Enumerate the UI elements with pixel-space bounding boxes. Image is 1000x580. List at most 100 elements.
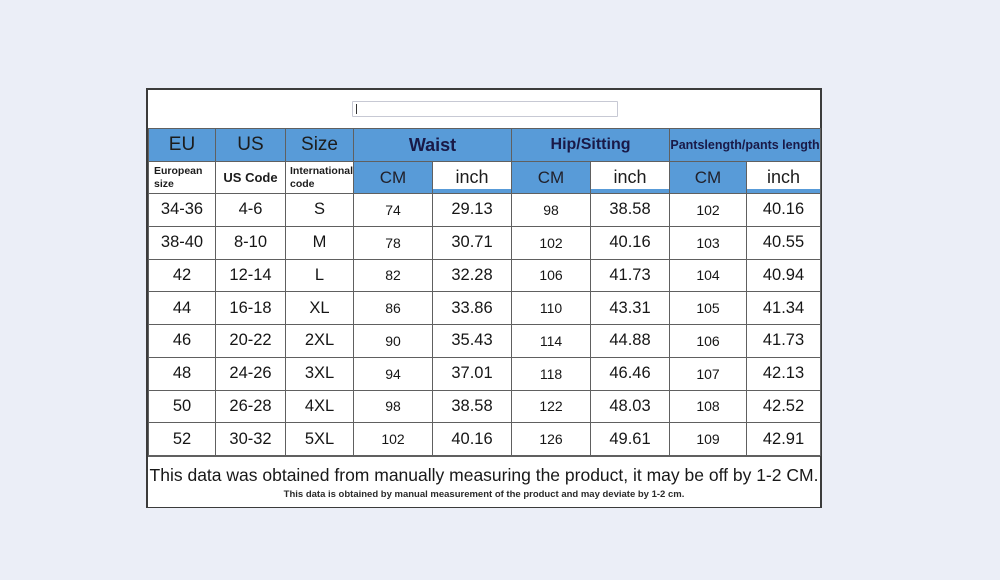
table-cell: 42 bbox=[148, 258, 216, 293]
table-cell: 44.88 bbox=[589, 324, 671, 358]
size-table: EU US Size Waist Hip/Sitting Pantslength… bbox=[148, 128, 822, 456]
subheader-hip-inch: inch bbox=[589, 161, 671, 194]
table-cell: 20-22 bbox=[215, 324, 286, 358]
table-cell: 109 bbox=[669, 422, 748, 456]
table-cell: 42.13 bbox=[746, 356, 822, 391]
subheader-row: European size US Code International code… bbox=[148, 161, 822, 194]
header-hip-sitting: Hip/Sitting bbox=[510, 128, 671, 162]
header-group-row: EU US Size Waist Hip/Sitting Pantslength… bbox=[148, 128, 822, 162]
top-band bbox=[148, 90, 820, 128]
size-chart-sheet: EU US Size Waist Hip/Sitting Pantslength… bbox=[146, 88, 822, 508]
table-cell: 110 bbox=[511, 291, 591, 325]
table-cell: 94 bbox=[353, 356, 433, 391]
table-cell: 86 bbox=[353, 291, 433, 325]
table-cell: 42.52 bbox=[746, 389, 822, 424]
table-cell: 78 bbox=[353, 225, 433, 260]
subheader-european-size: European size bbox=[148, 161, 216, 194]
table-cell: 33.86 bbox=[432, 291, 512, 325]
table-row: 52 30-32 5XL 102 40.16 126 49.61 109 42.91 bbox=[148, 422, 822, 456]
table-row: 34-36 4-6 S 74 29.13 98 38.58 102 40.16 bbox=[148, 193, 822, 227]
table-row: 42 12-14 L 82 32.28 106 41.73 104 40.94 bbox=[148, 258, 822, 293]
table-cell: 41.73 bbox=[589, 258, 671, 293]
table-cell: M bbox=[285, 225, 354, 260]
table-cell: L bbox=[285, 258, 354, 293]
table-cell: 4-6 bbox=[215, 193, 286, 227]
table-cell: 40.16 bbox=[589, 225, 671, 260]
table-cell: 16-18 bbox=[215, 291, 286, 325]
table-row: 44 16-18 XL 86 33.86 110 43.31 105 41.34 bbox=[148, 291, 822, 325]
table-cell: 50 bbox=[148, 389, 216, 424]
size-table-body: 34-36 4-6 S 74 29.13 98 38.58 102 40.16 38-40 8-10… bbox=[148, 193, 822, 456]
table-cell: XL bbox=[285, 291, 354, 325]
table-cell: 38.58 bbox=[589, 193, 671, 227]
table-row: 48 24-26 3XL 94 37.01 118 46.46 107 42.13 bbox=[148, 356, 822, 391]
header-size: Size bbox=[285, 128, 354, 162]
footnote-area: This data was obtained from manually mea… bbox=[148, 456, 820, 507]
table-cell: 44 bbox=[148, 291, 216, 325]
table-cell: 4XL bbox=[285, 389, 354, 424]
table-cell: 3XL bbox=[285, 356, 354, 391]
table-cell: 122 bbox=[511, 389, 591, 424]
table-cell: 52 bbox=[148, 422, 216, 456]
table-cell: 34-36 bbox=[148, 193, 216, 227]
table-cell: 8-10 bbox=[215, 225, 286, 260]
table-cell: 105 bbox=[669, 291, 748, 325]
table-cell: 30.71 bbox=[432, 225, 512, 260]
table-cell: 106 bbox=[669, 324, 748, 358]
header-pants-length: Pantslength/pants length bbox=[669, 128, 822, 162]
table-cell: 42.91 bbox=[746, 422, 822, 456]
subheader-us-code: US Code bbox=[215, 161, 286, 194]
table-cell: 90 bbox=[353, 324, 433, 358]
table-cell: 26-28 bbox=[215, 389, 286, 424]
table-cell: 46 bbox=[148, 324, 216, 358]
subheader-pants-inch: inch bbox=[746, 161, 822, 194]
table-cell: 103 bbox=[669, 225, 748, 260]
subheader-waist-cm: CM bbox=[353, 161, 433, 194]
table-cell: S bbox=[285, 193, 354, 227]
table-cell: 106 bbox=[511, 258, 591, 293]
header-eu: EU bbox=[148, 128, 216, 162]
table-cell: 82 bbox=[353, 258, 433, 293]
header-us: US bbox=[215, 128, 286, 162]
table-cell: 40.94 bbox=[746, 258, 822, 293]
table-cell: 48 bbox=[148, 356, 216, 391]
table-cell: 40.16 bbox=[746, 193, 822, 227]
footnote-secondary: This data is obtained by manual measurem… bbox=[283, 488, 685, 500]
subheader-waist-inch: inch bbox=[432, 161, 512, 194]
caption-input[interactable] bbox=[352, 101, 618, 117]
table-row: 46 20-22 2XL 90 35.43 114 44.88 106 41.73 bbox=[148, 324, 822, 358]
table-cell: 126 bbox=[511, 422, 591, 456]
table-cell: 43.31 bbox=[589, 291, 671, 325]
table-cell: 114 bbox=[511, 324, 591, 358]
subheader-international-code: International code bbox=[285, 161, 354, 194]
table-cell: 38-40 bbox=[148, 225, 216, 260]
table-cell: 30-32 bbox=[215, 422, 286, 456]
table-row: 50 26-28 4XL 98 38.58 122 48.03 108 42.52 bbox=[148, 389, 822, 424]
table-cell: 102 bbox=[511, 225, 591, 260]
table-cell: 29.13 bbox=[432, 193, 512, 227]
table-cell: 49.61 bbox=[589, 422, 671, 456]
table-cell: 40.16 bbox=[432, 422, 512, 456]
table-cell: 41.73 bbox=[746, 324, 822, 358]
subheader-pants-cm: CM bbox=[669, 161, 748, 194]
table-cell: 102 bbox=[353, 422, 433, 456]
subheader-hip-cm: CM bbox=[511, 161, 591, 194]
table-cell: 108 bbox=[669, 389, 748, 424]
table-cell: 104 bbox=[669, 258, 748, 293]
table-cell: 98 bbox=[353, 389, 433, 424]
table-cell: 118 bbox=[511, 356, 591, 391]
table-cell: 38.58 bbox=[432, 389, 512, 424]
table-cell: 32.28 bbox=[432, 258, 512, 293]
table-cell: 2XL bbox=[285, 324, 354, 358]
table-cell: 35.43 bbox=[432, 324, 512, 358]
footnote-primary: This data was obtained from manually mea… bbox=[149, 464, 819, 485]
table-cell: 48.03 bbox=[589, 389, 671, 424]
table-cell: 37.01 bbox=[432, 356, 512, 391]
table-cell: 102 bbox=[669, 193, 748, 227]
table-cell: 41.34 bbox=[746, 291, 822, 325]
table-cell: 107 bbox=[669, 356, 748, 391]
table-cell: 24-26 bbox=[215, 356, 286, 391]
text-caret-icon bbox=[356, 104, 357, 114]
table-cell: 5XL bbox=[285, 422, 354, 456]
